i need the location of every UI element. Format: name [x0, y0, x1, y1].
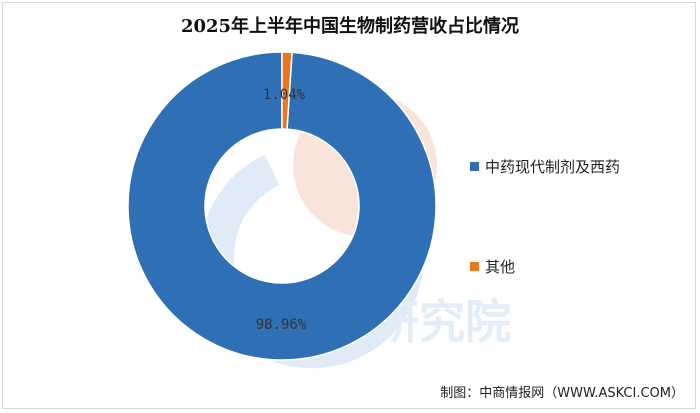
slice-1 [281, 51, 293, 130]
legend: 中药现代制剂及西药 其他 [470, 150, 690, 280]
legend-swatch-0 [470, 162, 479, 171]
data-labels: 98.96% 1.04% [256, 87, 307, 333]
data-label-1: 1.04% [263, 87, 306, 103]
legend-label-1: 其他 [485, 258, 516, 276]
donut-slices [127, 51, 437, 361]
chart-title: 2025年上半年中国生物制药营收占比情况 [180, 16, 520, 37]
legend-item-0: 中药现代制剂及西药 [470, 156, 620, 177]
legend-swatch-1 [470, 262, 479, 271]
source-note: 制图：中商情报网（WWW.ASKCI.COM） [440, 386, 684, 401]
legend-item-1: 其他 [470, 256, 515, 277]
legend-label-0: 中药现代制剂及西药 [485, 158, 621, 176]
data-label-0: 98.96% [256, 317, 307, 333]
slice-0 [127, 51, 437, 361]
